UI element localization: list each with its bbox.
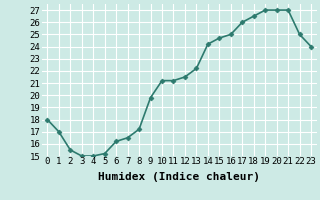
X-axis label: Humidex (Indice chaleur): Humidex (Indice chaleur) <box>98 172 260 182</box>
